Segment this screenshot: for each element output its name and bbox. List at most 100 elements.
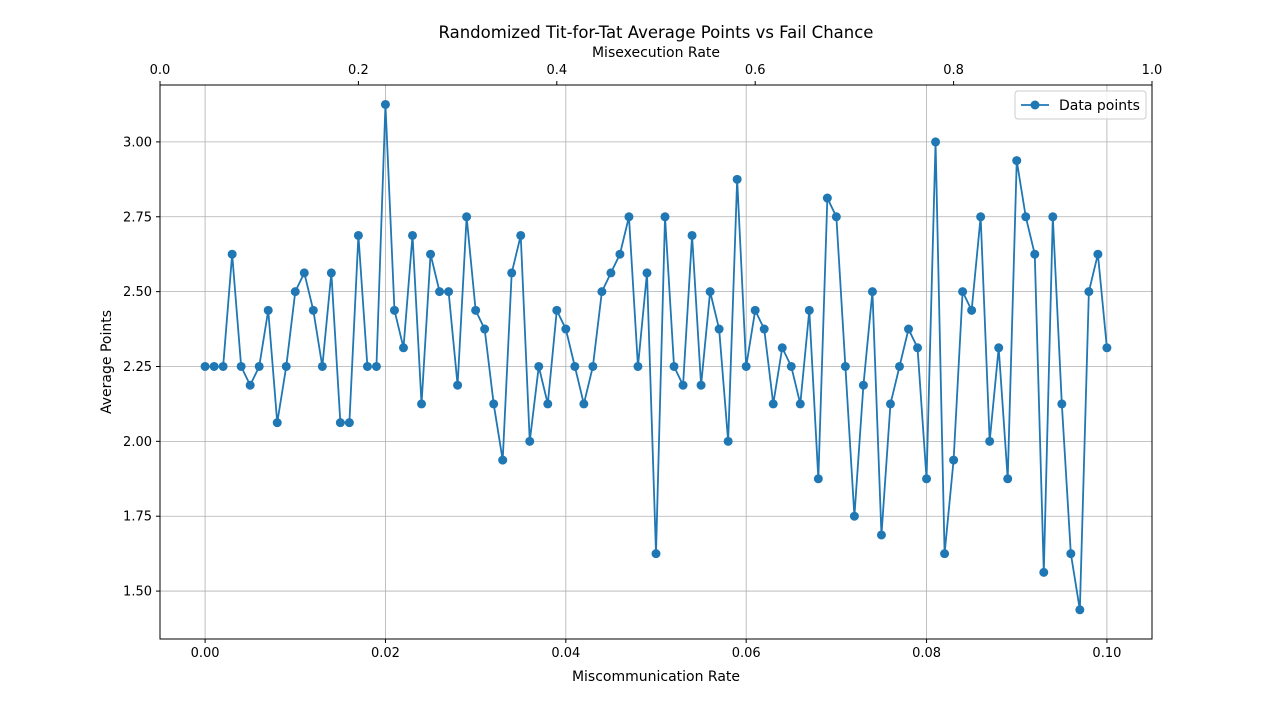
top-x-tick-label: 0.6 xyxy=(745,63,766,78)
data-point xyxy=(254,361,264,371)
data-point xyxy=(696,380,706,390)
data-point xyxy=(976,212,986,222)
data-point xyxy=(489,399,499,409)
axes-layer: 0.00 0.02 0.04 0.06 0.08 0.10 1.50 1.75 2.00 2.25… xyxy=(123,63,1162,661)
x-tick-label: 0.00 xyxy=(191,646,220,661)
data-point xyxy=(453,380,463,390)
data-point xyxy=(894,361,904,371)
data-point xyxy=(1030,249,1040,259)
legend-label: Data points xyxy=(1059,98,1140,114)
chart-title: Randomized Tit-for-Tat Average Points vs… xyxy=(439,23,874,42)
data-point xyxy=(236,361,246,371)
data-point xyxy=(263,305,273,315)
data-point xyxy=(1075,605,1085,615)
data-point xyxy=(651,549,661,559)
data-point xyxy=(435,287,445,297)
top-x-tick-label: 0.8 xyxy=(943,63,964,78)
data-point xyxy=(732,174,742,184)
data-point xyxy=(308,305,318,315)
data-point xyxy=(353,230,363,240)
data-point xyxy=(615,249,625,259)
data-point xyxy=(317,361,327,371)
data-point xyxy=(380,99,390,109)
legend-box xyxy=(1014,90,1147,120)
data-point xyxy=(1021,212,1031,222)
data-point xyxy=(642,268,652,278)
data-point xyxy=(227,249,237,259)
data-point xyxy=(408,230,418,240)
data-point xyxy=(1039,567,1049,577)
data-point xyxy=(687,230,697,240)
data-point xyxy=(570,361,580,371)
y-tick-label: 2.50 xyxy=(123,285,152,300)
data-point xyxy=(525,436,535,446)
data-point xyxy=(272,418,282,428)
data-point xyxy=(795,399,805,409)
data-point xyxy=(1066,549,1076,559)
data-point xyxy=(958,287,968,297)
y-tick-label: 1.50 xyxy=(123,585,152,600)
y-tick-label: 2.75 xyxy=(123,210,152,225)
data-point xyxy=(398,343,408,353)
y-axis-title: Average Points xyxy=(99,310,115,414)
data-point xyxy=(444,287,454,297)
x-tick-label: 0.10 xyxy=(1092,646,1121,661)
data-point xyxy=(768,399,778,409)
data-point xyxy=(777,343,787,353)
data-point xyxy=(940,549,950,559)
data-point xyxy=(867,287,877,297)
x-tick-label: 0.02 xyxy=(371,646,400,661)
data-point xyxy=(885,399,895,409)
data-point xyxy=(218,361,228,371)
data-point xyxy=(633,361,643,371)
data-point xyxy=(606,268,616,278)
data-point xyxy=(723,436,733,446)
data-point xyxy=(741,361,751,371)
data-point xyxy=(507,268,517,278)
series-layer xyxy=(200,99,1112,615)
data-point xyxy=(1084,287,1094,297)
legend-point-marker xyxy=(1030,100,1040,110)
y-tick-label: 1.75 xyxy=(123,510,152,525)
data-point xyxy=(705,287,715,297)
data-point xyxy=(281,361,291,371)
data-point xyxy=(786,361,796,371)
data-point xyxy=(750,305,760,315)
data-point xyxy=(389,305,399,315)
data-point xyxy=(326,268,336,278)
data-point xyxy=(579,399,589,409)
data-point xyxy=(516,230,526,240)
data-point xyxy=(714,324,724,334)
data-point xyxy=(462,212,472,222)
data-point xyxy=(1093,249,1103,259)
data-point xyxy=(669,361,679,371)
data-point xyxy=(858,380,868,390)
data-point xyxy=(344,418,354,428)
data-point xyxy=(804,305,814,315)
legend: Data points xyxy=(1014,90,1147,120)
data-point xyxy=(967,305,977,315)
data-point xyxy=(624,212,634,222)
data-point xyxy=(822,193,832,203)
x-tick-label: 0.08 xyxy=(912,646,941,661)
data-point xyxy=(335,418,345,428)
data-point xyxy=(597,287,607,297)
data-point xyxy=(759,324,769,334)
data-point xyxy=(552,305,562,315)
data-point xyxy=(849,511,859,521)
data-point xyxy=(1048,212,1058,222)
x-axis-title: Miscommunication Rate xyxy=(572,669,740,685)
data-point xyxy=(371,361,381,371)
data-point xyxy=(209,361,219,371)
data-point xyxy=(922,474,932,484)
top-x-tick-label: 0.4 xyxy=(546,63,567,78)
data-point xyxy=(1012,156,1022,166)
data-point xyxy=(678,380,688,390)
y-tick-label: 3.00 xyxy=(123,135,152,150)
data-point xyxy=(904,324,914,334)
top-x-tick-label: 0.0 xyxy=(150,63,171,78)
data-point xyxy=(245,380,255,390)
data-point xyxy=(417,399,427,409)
